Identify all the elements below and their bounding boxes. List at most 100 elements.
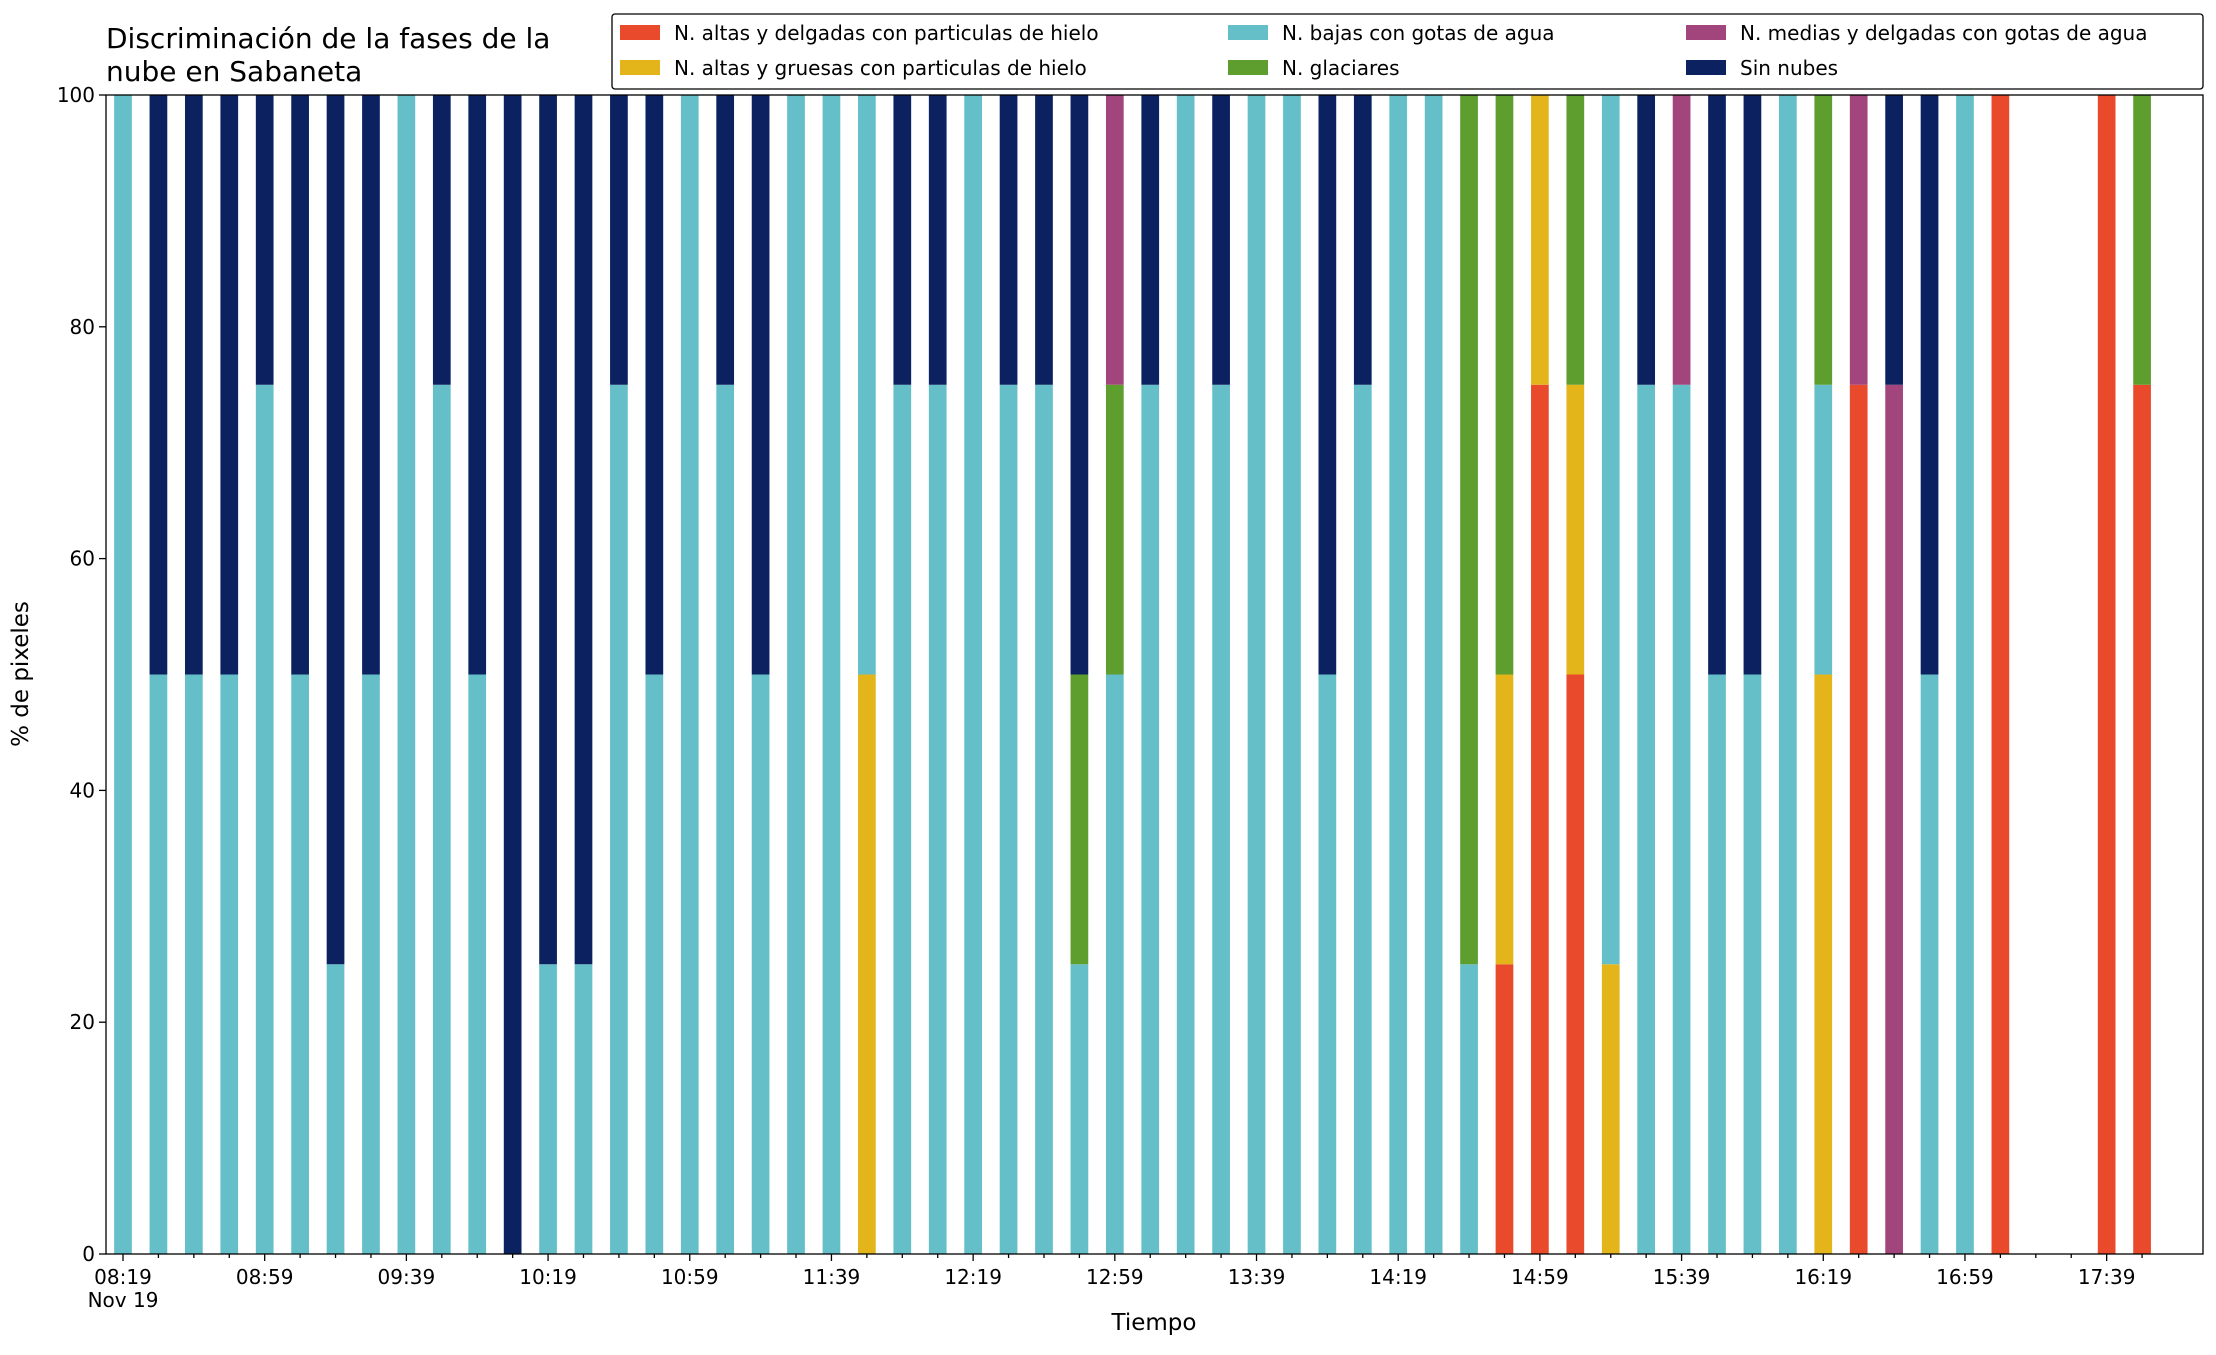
bar-segment: [1531, 95, 1549, 385]
bar-segment: [822, 95, 841, 1254]
legend-swatch: [620, 25, 660, 40]
x-tick-label: 08:59: [236, 1265, 294, 1289]
bar-segment: [220, 95, 239, 675]
bar-segment: [1566, 95, 1585, 385]
bar-segment: [539, 964, 557, 1254]
bar-segment: [1531, 384, 1549, 1254]
bar-segment: [1141, 384, 1160, 1254]
x-sublabel: Nov 19: [88, 1288, 159, 1312]
bar-segment: [1035, 384, 1053, 1254]
bar-segment: [1105, 95, 1124, 385]
bar-segment: [858, 674, 876, 1254]
bar-segment: [1318, 674, 1337, 1254]
bar-segment: [1389, 95, 1408, 1254]
bar-segment: [999, 384, 1018, 1254]
bar-segment: [1460, 95, 1478, 965]
bar-segment: [610, 384, 628, 1254]
bar-segment: [1141, 95, 1160, 385]
bar-segment: [1814, 95, 1833, 385]
bar-segment: [1849, 384, 1868, 1254]
bar-segment: [1070, 964, 1089, 1254]
bar-segment: [680, 95, 699, 1254]
plot-frame: [105, 94, 2204, 1255]
bar-segment: [1672, 95, 1691, 385]
bar-segment: [397, 95, 416, 1254]
bar-segment: [255, 384, 274, 1254]
bar-segment: [2097, 95, 2116, 1254]
bar-segment: [751, 674, 770, 1254]
x-tick-label: 17:39: [2078, 1265, 2136, 1289]
bar-segment: [751, 95, 770, 675]
bar-segment: [1460, 964, 1478, 1254]
bar-segment: [1708, 674, 1726, 1254]
bar-segment: [1318, 95, 1337, 675]
x-tick-label: 09:39: [378, 1265, 436, 1289]
bar-segment: [1566, 384, 1585, 675]
x-tick-label: 12:19: [944, 1265, 1002, 1289]
x-tick-label: 12:59: [1086, 1265, 1144, 1289]
bar-segment: [1070, 674, 1089, 965]
bar-segment: [1105, 384, 1124, 675]
bar-segment: [645, 95, 664, 675]
bar-segment: [928, 384, 947, 1254]
bar-segment: [149, 674, 168, 1254]
bar-segment: [184, 95, 203, 675]
bar-segment: [1885, 95, 1903, 385]
bar-segment: [1105, 674, 1124, 1254]
bar-segment: [1070, 95, 1089, 675]
y-tick-label: 80: [70, 315, 95, 339]
y-tick-label: 40: [70, 778, 95, 802]
bar-segment: [928, 95, 947, 385]
bar-segment: [893, 384, 912, 1254]
bar-segment: [1920, 674, 1939, 1254]
bar-segment: [858, 95, 876, 675]
bar-segment: [1176, 95, 1195, 1254]
bar-segment: [220, 674, 239, 1254]
bar-segment: [1637, 95, 1656, 385]
legend-label: N. medias y delgadas con gotas de agua: [1740, 21, 2148, 45]
bar-segment: [468, 95, 487, 675]
bar-segment: [2133, 95, 2151, 385]
bar-segment: [432, 384, 451, 1254]
bar-segment: [1601, 95, 1620, 965]
bar-segment: [1566, 674, 1585, 1254]
bar-segment: [1708, 95, 1726, 675]
bar-segment: [539, 95, 557, 965]
bar-segment: [362, 674, 380, 1254]
bar-segment: [2133, 384, 2151, 1254]
legend-label: N. glaciares: [1282, 56, 1400, 80]
x-tick-label: 15:39: [1653, 1265, 1711, 1289]
bar-segment: [1212, 95, 1230, 385]
x-tick-label: 08:19: [94, 1265, 152, 1289]
bar-segment: [1247, 95, 1266, 1254]
bar-segment: [610, 95, 628, 385]
x-axis-label: Tiempo: [1111, 1310, 1197, 1336]
legend-label: N. altas y delgadas con particulas de hi…: [674, 21, 1099, 45]
y-tick-label: 60: [70, 547, 95, 571]
bar-segment: [1743, 674, 1762, 1254]
legend-swatch: [1686, 25, 1726, 40]
x-tick-label: 10:19: [519, 1265, 577, 1289]
bar-segment: [645, 674, 664, 1254]
bar-segment: [787, 95, 805, 1254]
bar-segment: [1814, 674, 1833, 1254]
bar-segment: [326, 95, 345, 965]
bar-segment: [1778, 95, 1797, 1254]
x-tick-label: 14:59: [1511, 1265, 1569, 1289]
bar-segment: [1920, 95, 1939, 675]
bar-segment: [1672, 384, 1691, 1254]
bar-segment: [1814, 384, 1833, 675]
bar-segment: [114, 95, 132, 1254]
bar-segment: [1212, 384, 1230, 1254]
x-tick-label: 14:19: [1369, 1265, 1427, 1289]
legend-swatch: [1228, 25, 1268, 40]
bar-segment: [1991, 95, 2010, 1254]
bar-segment: [1353, 384, 1372, 1254]
bar-segment: [255, 95, 274, 385]
bar-segment: [1424, 95, 1443, 1254]
legend-label: N. altas y gruesas con particulas de hie…: [674, 56, 1087, 80]
bar-segment: [432, 95, 451, 385]
bar-segment: [326, 964, 345, 1254]
